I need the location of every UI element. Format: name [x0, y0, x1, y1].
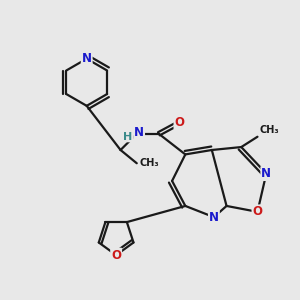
Text: O: O	[111, 249, 121, 262]
Text: CH₃: CH₃	[260, 125, 280, 135]
Text: H: H	[123, 132, 133, 142]
Text: N: N	[209, 211, 219, 224]
Text: N: N	[82, 52, 92, 65]
Text: O: O	[253, 205, 262, 218]
Text: N: N	[261, 167, 271, 180]
Text: N: N	[134, 126, 144, 140]
Text: CH₃: CH₃	[139, 158, 159, 168]
Text: O: O	[174, 116, 184, 128]
